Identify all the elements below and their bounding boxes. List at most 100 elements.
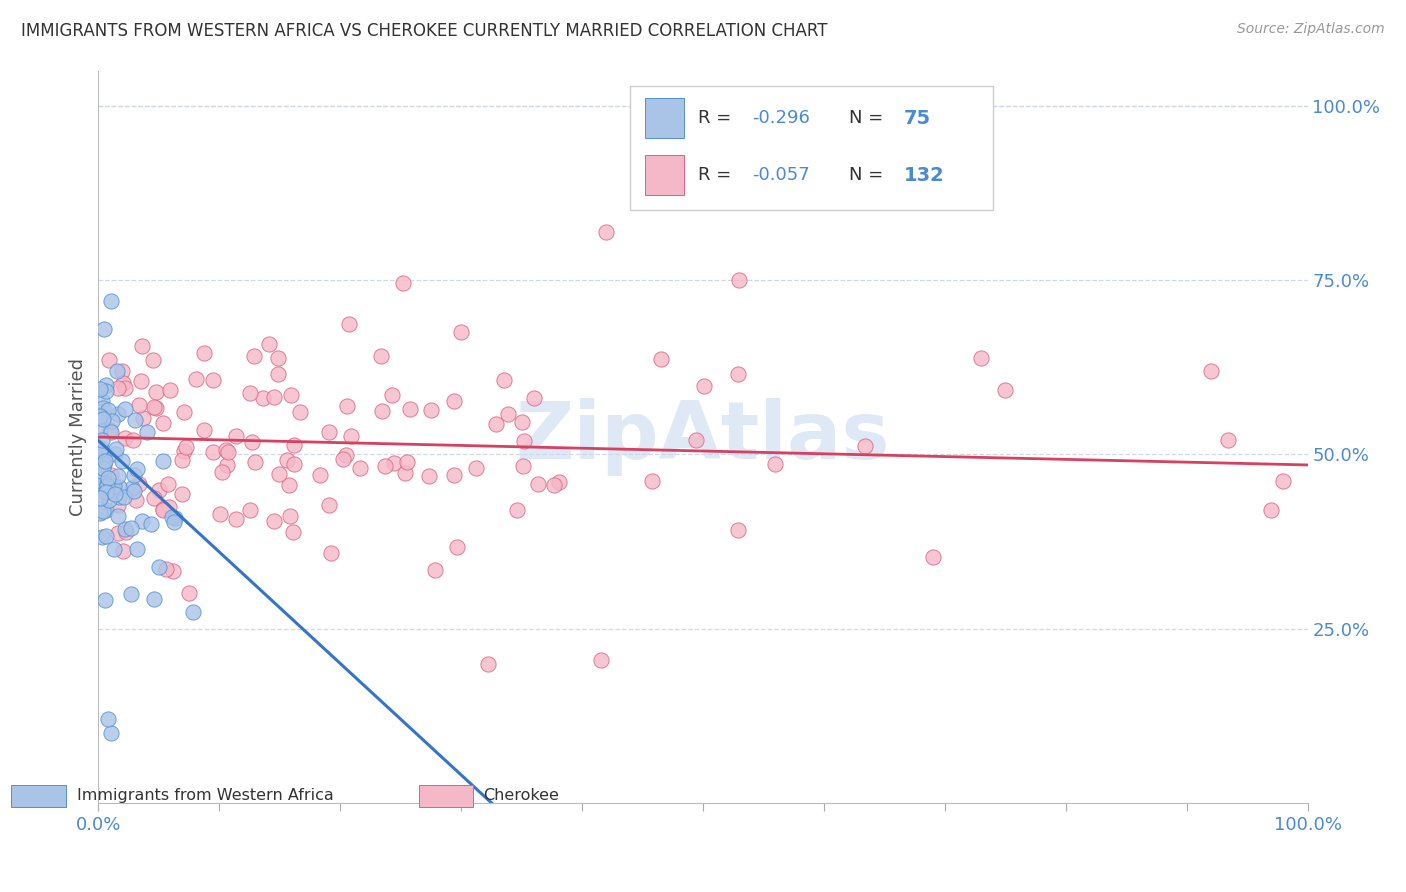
- Point: [595, 225, 617, 239]
- Point: [100, 414, 122, 428]
- Point: [211, 466, 233, 480]
- Point: [128, 477, 150, 491]
- Point: [477, 657, 499, 671]
- Point: [89, 409, 111, 424]
- Point: [98, 493, 121, 508]
- Point: [91, 488, 114, 502]
- Point: [142, 400, 165, 414]
- Point: [543, 477, 565, 491]
- Point: [111, 364, 134, 378]
- Point: [394, 466, 416, 480]
- Point: [494, 374, 516, 388]
- Point: [252, 391, 274, 405]
- Point: [100, 294, 122, 309]
- Point: [89, 405, 111, 419]
- Point: [114, 525, 136, 540]
- Point: [145, 401, 167, 415]
- Point: [103, 541, 125, 556]
- Point: [209, 507, 232, 521]
- Point: [159, 384, 181, 398]
- Point: [114, 401, 136, 416]
- Point: [318, 425, 340, 439]
- Text: Source: ZipAtlas.com: Source: ZipAtlas.com: [1237, 22, 1385, 37]
- Point: [277, 478, 299, 492]
- Point: [340, 429, 363, 443]
- Point: [131, 514, 153, 528]
- Point: [112, 543, 135, 558]
- Point: [193, 346, 215, 360]
- Point: [170, 486, 193, 500]
- Point: [485, 417, 508, 432]
- Point: [1199, 364, 1222, 378]
- Point: [163, 511, 186, 525]
- Point: [589, 653, 612, 667]
- Point: [510, 415, 533, 429]
- Point: [994, 384, 1017, 398]
- FancyBboxPatch shape: [11, 785, 66, 807]
- Point: [91, 401, 114, 416]
- Point: [103, 482, 125, 496]
- Point: [125, 462, 148, 476]
- Point: [89, 443, 111, 458]
- Point: [184, 372, 207, 386]
- Point: [278, 509, 301, 524]
- Point: [155, 562, 177, 576]
- Text: -0.057: -0.057: [752, 166, 810, 185]
- Point: [152, 503, 174, 517]
- Point: [114, 522, 136, 536]
- Point: [90, 464, 112, 478]
- Point: [969, 351, 991, 366]
- Point: [392, 276, 415, 290]
- Point: [527, 477, 550, 491]
- Text: -0.296: -0.296: [752, 109, 810, 127]
- Point: [105, 364, 128, 378]
- Point: [145, 385, 167, 400]
- Point: [104, 487, 127, 501]
- Point: [160, 510, 183, 524]
- Point: [124, 468, 146, 483]
- Point: [107, 469, 129, 483]
- Point: [419, 402, 441, 417]
- Point: [243, 455, 266, 469]
- Point: [124, 413, 146, 427]
- Point: [107, 525, 129, 540]
- Point: [96, 479, 118, 493]
- Point: [225, 512, 247, 526]
- Point: [103, 479, 125, 493]
- Point: [395, 455, 418, 469]
- Point: [173, 405, 195, 419]
- Point: [132, 411, 155, 425]
- Point: [108, 490, 131, 504]
- Point: [243, 349, 266, 363]
- Point: [104, 447, 127, 461]
- Point: [91, 480, 114, 494]
- Point: [112, 490, 135, 504]
- Point: [152, 502, 174, 516]
- Point: [127, 542, 149, 557]
- Point: [382, 456, 405, 470]
- Point: [332, 452, 354, 467]
- Point: [89, 382, 111, 396]
- Point: [335, 448, 357, 462]
- Point: [335, 399, 357, 413]
- Point: [90, 441, 112, 455]
- Point: [89, 423, 111, 437]
- Point: [281, 524, 304, 539]
- Point: [89, 458, 111, 472]
- Point: [148, 483, 170, 498]
- Point: [1272, 474, 1295, 488]
- Point: [157, 500, 180, 514]
- Point: [269, 467, 291, 482]
- Point: [114, 381, 136, 395]
- Point: [374, 458, 396, 473]
- Point: [765, 457, 787, 471]
- Point: [93, 322, 115, 336]
- Point: [450, 326, 472, 340]
- Point: [288, 405, 311, 419]
- Point: [111, 454, 134, 468]
- Point: [94, 454, 117, 468]
- Point: [96, 476, 118, 491]
- Point: [142, 353, 165, 368]
- Point: [122, 484, 145, 499]
- Point: [163, 515, 186, 529]
